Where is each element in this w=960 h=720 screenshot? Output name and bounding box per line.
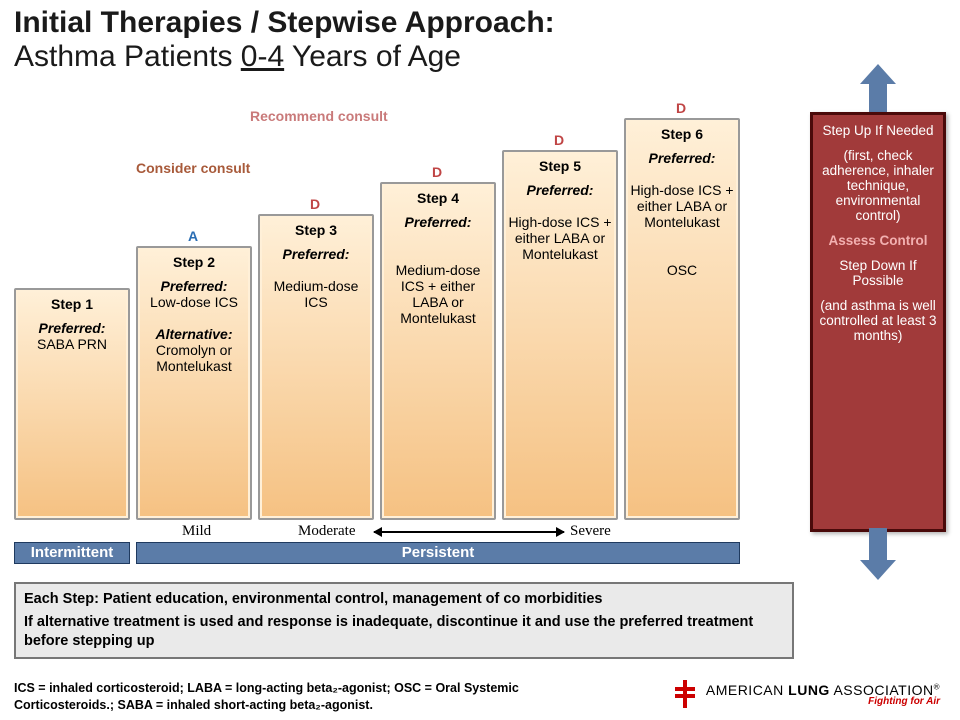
step-box: Step 2 Preferred:Low-dose ICSAlternative:… — [136, 246, 252, 520]
severity-mild: Mild — [182, 523, 211, 540]
evidence-grade-d: D — [310, 196, 320, 212]
classification-row: Intermittent Persistent — [14, 542, 794, 564]
arrow-down-head — [860, 560, 896, 580]
evidence-grade-a: A — [188, 228, 198, 244]
step-box: Step 6 Preferred:High-dose ICS + either L… — [624, 118, 740, 520]
step-box: Step 4 Preferred:Medium-dose ICS + either… — [380, 182, 496, 520]
steps-diagram: Recommend consult Consider consult Step … — [14, 74, 794, 564]
side-check: (first, check adherence, inhaler techniq… — [819, 148, 937, 223]
step-body: Preferred:Medium-dose ICS — [264, 246, 368, 310]
evidence-grade-d: D — [676, 100, 686, 116]
arrow-up-shaft — [869, 80, 887, 116]
side-stepup: Step Up If Needed — [819, 123, 937, 138]
step-body: Preferred:SABA PRN — [20, 320, 124, 352]
step-box: Step 1 Preferred:SABA PRN — [14, 288, 130, 520]
evidence-grade-d: D — [554, 132, 564, 148]
step-title: Step 5 — [508, 158, 612, 174]
step-title: Step 2 — [142, 254, 246, 270]
step-title: Step 4 — [386, 190, 490, 206]
step-body: Preferred:High-dose ICS + either LABA or… — [630, 150, 734, 278]
page-title-line1: Initial Therapies / Stepwise Approach: — [0, 0, 960, 40]
arrow-up-head — [860, 64, 896, 84]
title-age-pre: Asthma Patients — [14, 40, 241, 73]
classification-intermittent: Intermittent — [14, 542, 130, 564]
step-title: Step 6 — [630, 126, 734, 142]
arrow-down-shaft — [869, 528, 887, 564]
footer-line2: If alternative treatment is used and res… — [24, 613, 784, 651]
severity-severe: Severe — [570, 523, 611, 540]
page-title-line2: Asthma Patients 0-4 Years of Age — [0, 40, 960, 76]
recommend-consult-label: Recommend consult — [250, 108, 388, 124]
side-panel: Step Up If Needed (first, check adherenc… — [810, 92, 946, 552]
side-stepdown: Step Down If Possible — [819, 258, 937, 288]
step-body: Preferred:Low-dose ICSAlternative:Cromol… — [142, 278, 246, 374]
org-logo-text: AMERICAN LUNG ASSOCIATION® Fighting for … — [706, 683, 940, 707]
step-box: Step 5 Preferred:High-dose ICS + either L… — [502, 150, 618, 520]
side-well: (and asthma is well controlled at least … — [819, 298, 937, 343]
severity-moderate: Moderate — [298, 523, 355, 540]
step-body: Preferred:High-dose ICS + either LABA or… — [508, 182, 612, 262]
side-box: Step Up If Needed (first, check adherenc… — [810, 112, 946, 532]
step-title: Step 3 — [264, 222, 368, 238]
title-age: 0-4 — [241, 40, 284, 73]
abbreviation-legend: ICS = inhaled corticosteroid; LABA = lon… — [14, 680, 574, 714]
evidence-grade-d: D — [432, 164, 442, 180]
footer-line1: Each Step: Patient education, environmen… — [24, 591, 603, 607]
severity-row: Mild Moderate Severe — [14, 520, 794, 540]
title-age-post: Years of Age — [284, 40, 461, 73]
footer-note: Each Step: Patient education, environmen… — [14, 582, 794, 659]
step-body: Preferred:Medium-dose ICS + either LABA … — [386, 214, 490, 326]
step-box: Step 3 Preferred:Medium-dose ICS — [258, 214, 374, 520]
side-assess: Assess Control — [819, 233, 937, 248]
org-logo: AMERICAN LUNG ASSOCIATION® Fighting for … — [672, 680, 940, 710]
step-title: Step 1 — [20, 296, 124, 312]
double-cross-icon — [672, 680, 698, 710]
classification-persistent: Persistent — [136, 542, 740, 564]
steps-row: Step 1 Preferred:SABA PRN Step 2 Preferred:… — [14, 140, 794, 520]
severity-arrow — [374, 531, 564, 533]
